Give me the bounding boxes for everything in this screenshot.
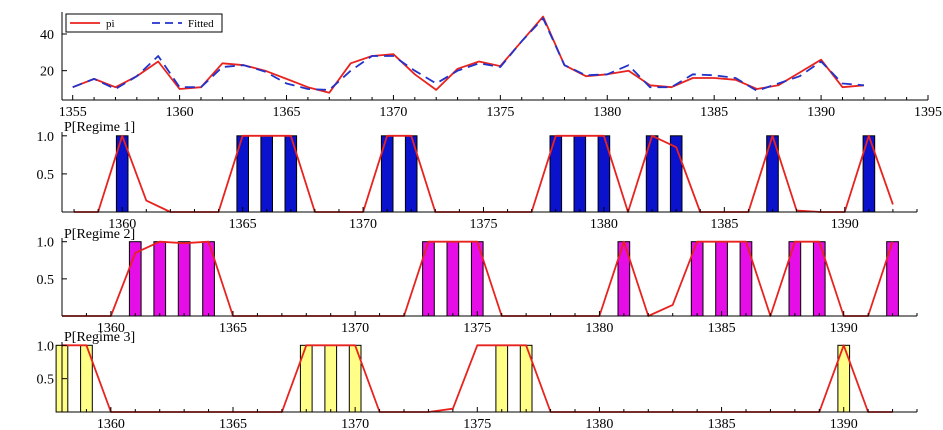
x-tick-label: 1370 <box>349 217 377 232</box>
y-tick-label: 1.0 <box>37 339 55 354</box>
x-tick-label: 1375 <box>486 105 514 120</box>
legend-box <box>65 13 223 33</box>
regime-2-probability-chart: 0.5 1.0 1360 1365 1370 1375 1380 1385 1390 P[Regi… <box>37 227 918 336</box>
x-tick-label: 1360 <box>97 321 125 336</box>
x-tick-label: 1375 <box>469 217 497 232</box>
x-tick-label: 1370 <box>341 321 369 336</box>
y-tick-label: 1.0 <box>37 236 55 251</box>
panel-title: P[Regime 1] <box>64 120 135 135</box>
x-tick-label: 1385 <box>708 417 736 430</box>
x-tick-label: 1365 <box>219 417 247 430</box>
probability-bar <box>715 241 728 317</box>
x-tick-label: 1370 <box>341 417 369 430</box>
probability-bar <box>573 135 587 213</box>
x-tick-label: 1365 <box>273 105 301 120</box>
y-tick-label: 1.0 <box>37 130 55 145</box>
y-tick-label: 20 <box>40 65 54 80</box>
series-line-fitted <box>72 17 864 92</box>
x-tick-label: 1360 <box>97 417 125 430</box>
probability-bar <box>446 241 460 317</box>
x-tick-label: 1385 <box>710 217 738 232</box>
probability-bar <box>177 241 191 317</box>
x-tick-label: 1365 <box>229 217 257 232</box>
legend-label: pi <box>106 18 115 30</box>
y-tick-label: 0.5 <box>37 373 55 388</box>
x-tick-label: 1385 <box>700 105 728 120</box>
y-tick-label: 0.5 <box>37 273 55 288</box>
regime-3-probability-chart: 0.5 1.0 1360 1365 1370 1375 1380 1385 1390 P[Regi… <box>37 330 918 430</box>
y-tick-label: 0.5 <box>37 168 55 183</box>
probability-line <box>62 344 893 413</box>
x-tick-label: 1380 <box>593 105 621 120</box>
legend: pi Fitted <box>65 13 223 33</box>
probability-bar <box>153 241 167 317</box>
panel-title: P[Regime 2] <box>64 227 135 242</box>
probability-bar <box>324 344 338 413</box>
panel-title: P[Regime 3] <box>64 330 135 345</box>
x-tick-label: 1375 <box>463 417 491 430</box>
probability-line <box>62 240 894 317</box>
probability-bar <box>495 344 509 413</box>
legend-label: Fitted <box>188 18 214 30</box>
x-tick-label: 1360 <box>166 105 194 120</box>
x-tick-label: 1355 <box>59 105 87 120</box>
x-tick-label: 1365 <box>219 321 247 336</box>
x-tick-label: 1375 <box>463 321 491 336</box>
x-tick-label: 1360 <box>108 217 136 232</box>
x-tick-label: 1390 <box>830 321 858 336</box>
y-tick-label: 40 <box>40 28 54 43</box>
pi-fitted-chart: 20 40 1355 1360 1365 1370 1375 1380 1385 1390 1395… <box>40 12 942 120</box>
regime-1-probability-chart: 0.5 1.0 1360 1365 1370 1375 1380 1385 1390 P[Regi… <box>37 120 918 232</box>
x-tick-label: 1390 <box>830 417 858 430</box>
x-tick-label: 1395 <box>914 105 942 120</box>
x-tick-label: 1380 <box>590 217 618 232</box>
x-tick-label: 1385 <box>708 321 736 336</box>
x-tick-label: 1380 <box>585 321 613 336</box>
probability-bar <box>260 135 273 213</box>
x-tick-label: 1370 <box>379 105 407 120</box>
x-tick-label: 1380 <box>585 417 613 430</box>
x-tick-label: 1390 <box>831 217 859 232</box>
x-tick-label: 1390 <box>807 105 835 120</box>
